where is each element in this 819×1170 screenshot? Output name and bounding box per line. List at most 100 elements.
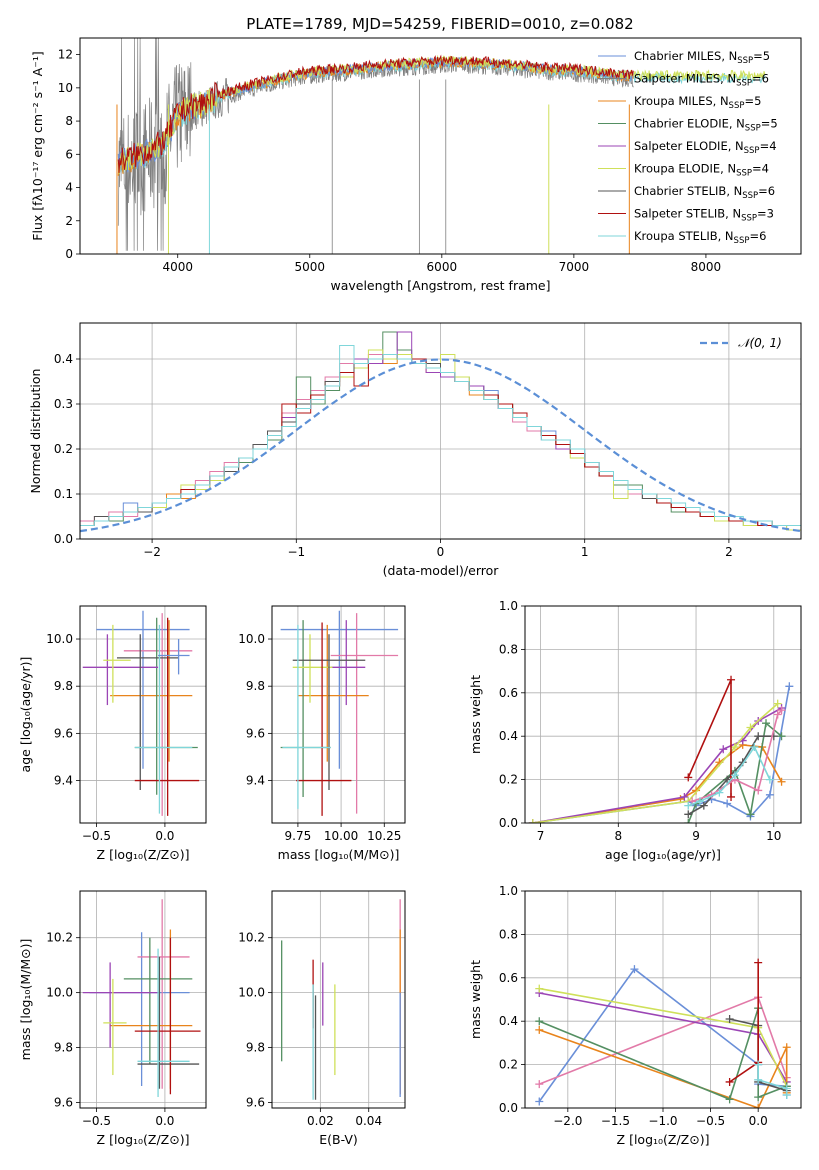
x-tick-label: 9 bbox=[692, 829, 700, 843]
age-vs-mass-panel: 9.75 10.00 10.25 9.4 9.6 9.8 10.0 mass [log₁₀(M… bbox=[238, 605, 406, 862]
y-axis-label: Normed distribution bbox=[28, 369, 43, 494]
legend-sub: SSP bbox=[729, 101, 745, 111]
legend-main: Kroupa ELODIE, N bbox=[634, 162, 736, 176]
x-axis-label: Z [log₁₀(Z/Z⊙)] bbox=[97, 1132, 190, 1147]
x-tick-label: 8000 bbox=[691, 260, 722, 274]
legend-sub: SSP bbox=[734, 236, 750, 246]
x-tick-label: 0.02 bbox=[307, 1114, 334, 1128]
y-tick-label: 10.2 bbox=[238, 931, 265, 945]
mass-weight-marker bbox=[535, 984, 544, 993]
y-tick-label: 0.4 bbox=[54, 352, 73, 366]
axes-frame bbox=[271, 890, 406, 1109]
mass-weight-line bbox=[691, 709, 783, 803]
mass-weight-marker bbox=[730, 743, 739, 752]
spectrum-panel: 4000 5000 6000 7000 8000 0 2 4 6 8 10 12 wavelength … bbox=[30, 37, 802, 293]
axes-frame bbox=[271, 605, 406, 824]
mass-weight-marker bbox=[754, 1093, 763, 1102]
legend-entry: Salpeter ELODIE, NSSP=4 bbox=[634, 139, 777, 156]
y-axis-label: age [log₁₀(age/yr)] bbox=[18, 657, 33, 773]
mass-weight-vs-metallicity-panel: −2.0 −1.5 −1.0 −0.5 0.0 0.0 0.2 0.4 0.6 0.8 1.0 Z [… bbox=[468, 884, 802, 1147]
mass-weight-marker bbox=[727, 792, 736, 801]
axes-frame bbox=[79, 322, 802, 540]
mass-weight-marker bbox=[684, 819, 693, 823]
mass-weight-marker bbox=[630, 965, 639, 974]
x-axis-label: Z [log₁₀(Z/Z⊙)] bbox=[97, 847, 190, 862]
mass-weight-marker bbox=[765, 790, 774, 799]
y-tick-label: 0.8 bbox=[499, 927, 518, 941]
y-tick-label: 0.8 bbox=[499, 642, 518, 656]
legend-tail: =4 bbox=[760, 139, 777, 153]
x-tick-label: −0.5 bbox=[82, 1114, 111, 1128]
mass-weight-marker bbox=[680, 792, 689, 801]
axes-frame bbox=[524, 890, 802, 1109]
axes-frame bbox=[79, 37, 802, 255]
mass-weight-marker bbox=[754, 786, 763, 795]
y-axis-label: mass weight bbox=[468, 960, 483, 1039]
legend-sub: SSP bbox=[744, 146, 760, 156]
y-tick-label: 1.0 bbox=[499, 599, 518, 613]
legend-entry: Kroupa ELODIE, NSSP=4 bbox=[634, 162, 769, 179]
mass-weight-marker bbox=[535, 1080, 544, 1089]
plot-area bbox=[80, 331, 801, 539]
y-tick-label: 10.2 bbox=[46, 931, 73, 945]
x-axis-label: age [log₁₀(age/yr)] bbox=[605, 847, 721, 862]
y-tick-label: 0.0 bbox=[54, 532, 73, 546]
x-tick-label: −2 bbox=[143, 545, 161, 559]
mass-weight-line bbox=[532, 707, 782, 823]
spectrum-model-line bbox=[117, 57, 766, 175]
legend-sub: SSP bbox=[736, 169, 752, 179]
mass-weight-marker bbox=[715, 788, 724, 797]
y-tick-label: 0.6 bbox=[499, 686, 518, 700]
mass-weight-marker bbox=[535, 1025, 544, 1034]
legend-tail: =5 bbox=[761, 117, 778, 131]
histogram-series bbox=[80, 345, 801, 539]
x-axis-label: (data-model)/error bbox=[383, 563, 500, 578]
x-axis-label: wavelength [Angstrom, rest frame] bbox=[330, 278, 550, 293]
mass-weight-marker bbox=[723, 775, 732, 784]
mass-weight-marker bbox=[684, 773, 693, 782]
axes-frame bbox=[79, 605, 207, 824]
mass-weight-marker bbox=[699, 801, 708, 810]
legend-main: Salpeter ELODIE, N bbox=[634, 139, 744, 153]
mass-weight-line bbox=[757, 1064, 788, 1095]
legend-sub: SSP bbox=[741, 214, 757, 224]
x-axis-label: Z [log₁₀(Z/Z⊙)] bbox=[617, 1132, 710, 1147]
x-tick-label: 7000 bbox=[559, 260, 590, 274]
y-tick-label: 0.2 bbox=[54, 442, 73, 456]
mass-weight-marker bbox=[769, 732, 778, 741]
legend-sub: SSP bbox=[737, 56, 753, 66]
legend-tail: =5 bbox=[753, 49, 770, 63]
x-tick-label: 0.0 bbox=[155, 1114, 174, 1128]
plot-area bbox=[82, 899, 201, 1098]
mass-weight-marker bbox=[535, 1097, 544, 1106]
legend-entry: Chabrier ELODIE, NSSP=5 bbox=[634, 117, 778, 134]
mass-weight-marker bbox=[754, 1075, 763, 1084]
x-tick-label: 10.25 bbox=[367, 829, 401, 843]
mass-weight-marker bbox=[765, 775, 774, 784]
legend-main: Chabrier STELIB, N bbox=[634, 184, 742, 198]
mass-weight-marker bbox=[746, 810, 755, 819]
plot-area bbox=[528, 675, 794, 823]
mass-weight-marker bbox=[754, 1060, 763, 1069]
axes-frame bbox=[79, 890, 207, 1109]
axes-frame bbox=[524, 605, 802, 824]
y-tick-label: 1.0 bbox=[499, 884, 518, 898]
mass-weight-marker bbox=[528, 819, 537, 823]
y-tick-label: 0.4 bbox=[499, 729, 518, 743]
plot-area bbox=[280, 610, 399, 816]
legend-normal-label: 𝒩(0, 1) bbox=[738, 336, 782, 350]
mass-weight-line bbox=[688, 745, 771, 807]
y-tick-label: 10.0 bbox=[46, 986, 73, 1000]
legend-tail: =6 bbox=[758, 184, 775, 198]
y-tick-label: 9.4 bbox=[246, 774, 265, 788]
y-tick-label: 9.8 bbox=[246, 1041, 265, 1055]
x-tick-label: 8 bbox=[614, 829, 622, 843]
legend-main: Salpeter MILES, N bbox=[634, 72, 736, 86]
y-tick-label: 9.6 bbox=[54, 726, 73, 740]
mass-weight-marker bbox=[725, 1015, 734, 1024]
y-tick-label: 0.2 bbox=[499, 1058, 518, 1072]
plot-area bbox=[281, 899, 401, 1100]
legend-entry: Kroupa STELIB, NSSP=6 bbox=[634, 229, 766, 246]
mass-weight-marker bbox=[785, 682, 794, 691]
